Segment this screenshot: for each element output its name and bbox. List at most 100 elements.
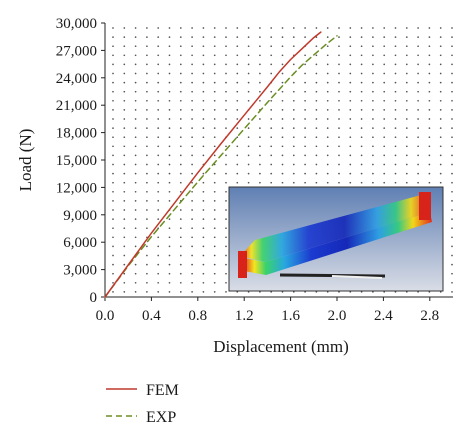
grid-dot [451, 90, 453, 93]
grid-dot [123, 45, 126, 48]
grid-dot [281, 27, 284, 29]
grid-dot [394, 181, 397, 184]
grid-dot [112, 209, 114, 211]
grid-dot [428, 127, 431, 129]
grid-dot [179, 145, 182, 148]
grid-dot [326, 72, 329, 75]
grid-dot [281, 81, 284, 84]
grid-dot [123, 263, 126, 266]
grid-dot [259, 136, 261, 139]
grid-dot [405, 127, 408, 129]
grid-dot [134, 272, 137, 275]
grid-dot [179, 281, 182, 284]
grid-dot [451, 145, 453, 148]
grid-dot [225, 263, 227, 266]
grid-dot [428, 118, 431, 120]
x-tick-label: 2.8 [420, 308, 439, 324]
grid-dot [168, 136, 171, 139]
grid-dot [247, 136, 250, 139]
grid-dot [360, 136, 363, 139]
grid-dot [292, 163, 295, 166]
grid-dot [213, 145, 216, 148]
grid-dot [146, 227, 148, 230]
grid-dot [157, 291, 160, 293]
grid-dot [168, 245, 171, 248]
grid-dot [360, 54, 363, 57]
grid-dot [168, 99, 171, 102]
grid-dot [394, 45, 397, 48]
grid-dot [360, 72, 363, 75]
grid-dot [157, 218, 160, 220]
grid-dot [304, 36, 306, 38]
grid-dot [168, 36, 171, 38]
grid-dot [372, 136, 374, 139]
grid-dot [270, 54, 273, 57]
grid-dot [451, 181, 453, 184]
grid-dot [451, 172, 453, 175]
grid-dot [168, 227, 171, 230]
grid-dot [259, 118, 261, 120]
grid-dot [326, 81, 329, 84]
grid-dot [259, 181, 261, 184]
grid-dot [157, 236, 160, 239]
grid-dot [157, 172, 160, 175]
grid-dot [191, 118, 193, 120]
grid-dot [134, 200, 137, 202]
grid-dot [146, 272, 148, 275]
grid-dot [451, 63, 453, 66]
grid-dot [451, 218, 453, 220]
grid-dot [304, 127, 306, 129]
grid-dot [168, 72, 171, 75]
grid-dot [168, 63, 171, 66]
grid-dot [112, 281, 114, 284]
grid-dot [134, 209, 137, 211]
grid-dot [338, 72, 340, 75]
grid-dot [146, 263, 148, 266]
y-tick-label: 27,000 [56, 43, 97, 59]
grid-dot [123, 227, 126, 230]
grid-dot [112, 72, 114, 75]
grid-dot [372, 90, 374, 93]
grid-dot [191, 209, 193, 211]
grid-dot [428, 172, 431, 175]
grid-dot [123, 54, 126, 57]
grid-dot [451, 190, 453, 193]
grid-dot [146, 254, 148, 257]
grid-dot [292, 81, 295, 84]
grid-dot [292, 154, 295, 157]
grid-dot [372, 81, 374, 84]
grid-dot [134, 54, 137, 57]
grid-dot [428, 181, 431, 184]
grid-dot [202, 27, 205, 29]
grid-dot [191, 291, 193, 293]
grid-dot [112, 118, 114, 120]
grid-dot [304, 181, 306, 184]
grid-dot [247, 118, 250, 120]
grid-dot [157, 154, 160, 157]
grid-dot [123, 218, 126, 220]
grid-dot [236, 118, 239, 120]
grid-dot [236, 36, 239, 38]
grid-dot [417, 154, 419, 157]
grid-dot [134, 281, 137, 284]
grid-dot [112, 200, 114, 202]
grid-dot [225, 227, 227, 230]
grid-dot [315, 163, 318, 166]
grid-dot [259, 81, 261, 84]
grid-dot [292, 27, 295, 29]
grid-dot [405, 90, 408, 93]
grid-dot [112, 218, 114, 220]
grid-dot [428, 72, 431, 75]
grid-dot [112, 227, 114, 230]
grid-dot [315, 172, 318, 175]
grid-dot [225, 172, 227, 175]
grid-dot [179, 172, 182, 175]
grid-dot [281, 45, 284, 48]
grid-dot [146, 27, 148, 29]
grid-dot [225, 181, 227, 184]
legend-label-exp: EXP [146, 409, 176, 426]
grid-dot [338, 181, 340, 184]
grid-dot [202, 136, 205, 139]
grid-dot [225, 45, 227, 48]
